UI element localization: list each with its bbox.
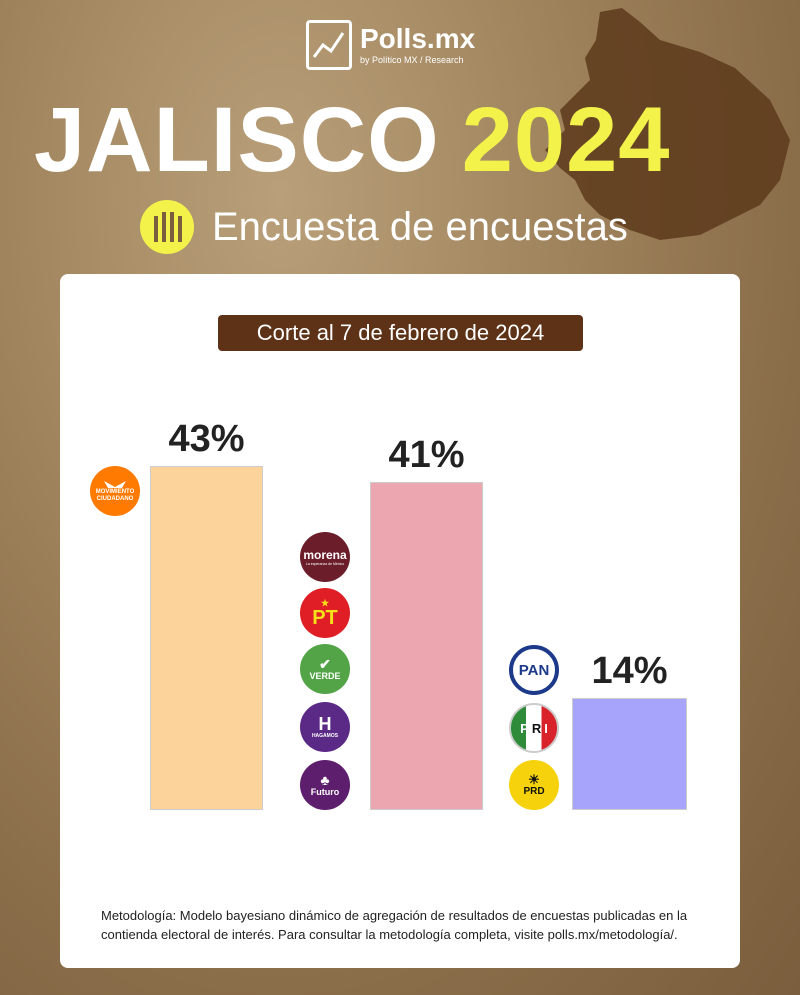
morena-name: morena <box>303 548 347 562</box>
chart-title: Corte al 7 de febrero de 2024 <box>218 315 583 351</box>
prd-logo: ☀ PRD <box>509 760 559 810</box>
mc-name-line1: MOVIMIENTO <box>95 489 135 495</box>
pt-name: PT <box>312 606 338 629</box>
mc-name-line2: CIUDADANO <box>96 496 134 502</box>
headline-region: JALISCO <box>34 89 440 191</box>
bar-morena-coalition <box>370 482 483 810</box>
pan-logo: PAN <box>509 645 559 695</box>
toucan-icon: ✔ <box>319 656 331 672</box>
verde-name: VERDE <box>309 671 341 681</box>
hagamos-logo: H HAGAMOS <box>300 702 350 752</box>
futuro-name: Futuro <box>310 787 340 797</box>
polls-mx-logo: Polls.mx by Político MX / Research <box>306 20 475 70</box>
bar-value-label-pan-pri-prd: 14% <box>591 650 668 692</box>
pri-letter-r: R <box>531 720 542 736</box>
futuro-logo: ♣ Futuro <box>300 760 350 810</box>
subtitle-text: Encuesta de encuestas <box>212 204 628 249</box>
morena-logo: morena La esperanza de México <box>300 532 350 582</box>
chart-card: Corte al 7 de febrero de 2024 43% 41% 14… <box>60 274 740 968</box>
morena-tagline: La esperanza de México <box>305 562 345 566</box>
pan-name: PAN <box>518 661 550 679</box>
eagle-icon <box>104 481 126 488</box>
hagamos-letter: H <box>318 714 332 734</box>
hagamos-tagline: HAGAMOS <box>311 733 339 739</box>
pri-letter-i: I <box>544 720 548 736</box>
jalisco-map-silhouette <box>545 8 790 240</box>
headline: JALISCO 2024 <box>34 90 670 190</box>
tree-icon: ♣ <box>320 772 330 788</box>
subtitle: Encuesta de encuestas <box>140 200 628 254</box>
chart-logo-icon <box>306 20 352 70</box>
bar-mc <box>150 466 263 810</box>
brand-byline: by Político MX / Research <box>360 55 464 65</box>
bar-pan-pri-prd <box>572 698 687 810</box>
brand-name: Polls.mx <box>360 23 476 54</box>
methodology-footnote: Metodología: Modelo bayesiano dinámico d… <box>101 908 688 942</box>
star-icon: ★ <box>320 597 330 608</box>
bar-value-label-mc: 43% <box>168 418 245 460</box>
headline-year: 2024 <box>461 89 671 191</box>
bars-icon <box>140 200 194 254</box>
pri-letter-p: P <box>520 720 529 736</box>
prd-name: PRD <box>523 786 545 797</box>
mc-logo: MOVIMIENTO CIUDADANO <box>90 466 140 516</box>
sun-icon: ☀ <box>528 772 540 787</box>
bar-value-label-morena-coalition: 41% <box>388 434 465 476</box>
verde-logo: ✔ VERDE <box>300 644 350 694</box>
pt-logo: ★ PT <box>300 588 350 638</box>
